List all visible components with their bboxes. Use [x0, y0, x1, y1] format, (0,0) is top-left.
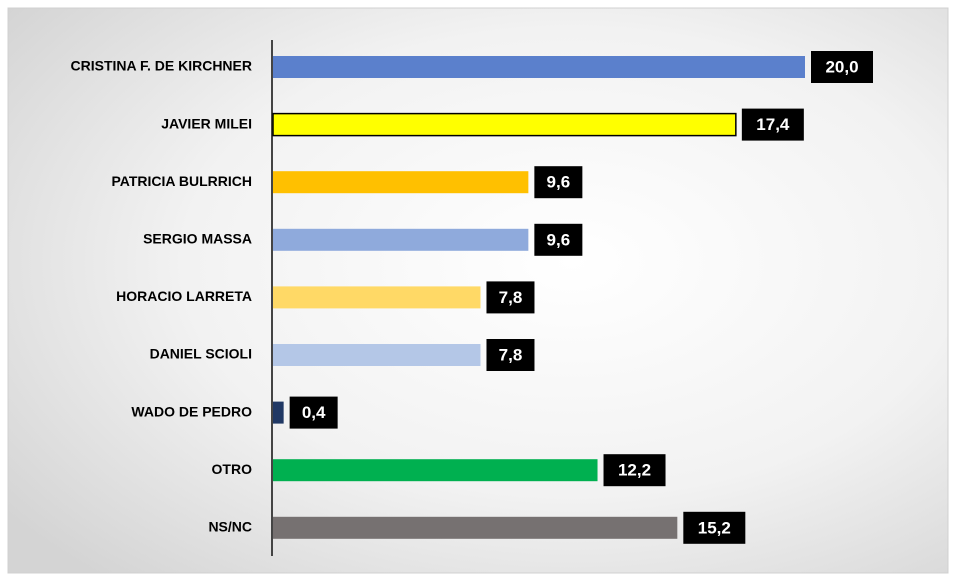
value-label: 9,6 [547, 173, 571, 192]
value-label-box [289, 396, 338, 429]
category-label: OTRO [212, 461, 253, 477]
category-label: WADO DE PEDRO [131, 403, 252, 419]
value-label-box [534, 223, 583, 256]
value-label: 20,0 [825, 57, 858, 76]
value-label-box [741, 108, 804, 141]
category-label: DANIEL SCIOLI [150, 346, 252, 362]
value-label: 7,8 [499, 288, 523, 307]
value-label: 17,4 [756, 115, 790, 134]
category-label: SERGIO MASSA [143, 231, 252, 247]
value-label-box [486, 281, 535, 314]
bar [273, 401, 284, 424]
value-label: 0,4 [302, 403, 326, 422]
category-label: PATRICIA BULRRICH [111, 173, 252, 189]
value-label: 12,2 [618, 461, 651, 480]
category-label: JAVIER MILEI [161, 115, 252, 131]
bar [273, 56, 805, 78]
bar [273, 344, 481, 366]
value-label: 9,6 [547, 230, 571, 249]
category-label: NS/NC [208, 519, 252, 535]
value-label-box [486, 339, 535, 371]
bar [273, 516, 678, 539]
bar [273, 171, 529, 194]
value-label: 7,8 [499, 345, 523, 364]
category-label: CRISTINA F. DE KIRCHNER [71, 58, 253, 74]
bar [273, 286, 481, 309]
value-label-box [603, 454, 666, 487]
bar [273, 459, 598, 482]
bar [273, 228, 529, 251]
value-label-box [811, 51, 873, 83]
value-label: 15,2 [698, 518, 731, 537]
category-label: HORACIO LARRETA [116, 288, 252, 304]
value-label-box [534, 166, 583, 199]
bar [272, 112, 737, 137]
value-label-box [683, 511, 746, 544]
